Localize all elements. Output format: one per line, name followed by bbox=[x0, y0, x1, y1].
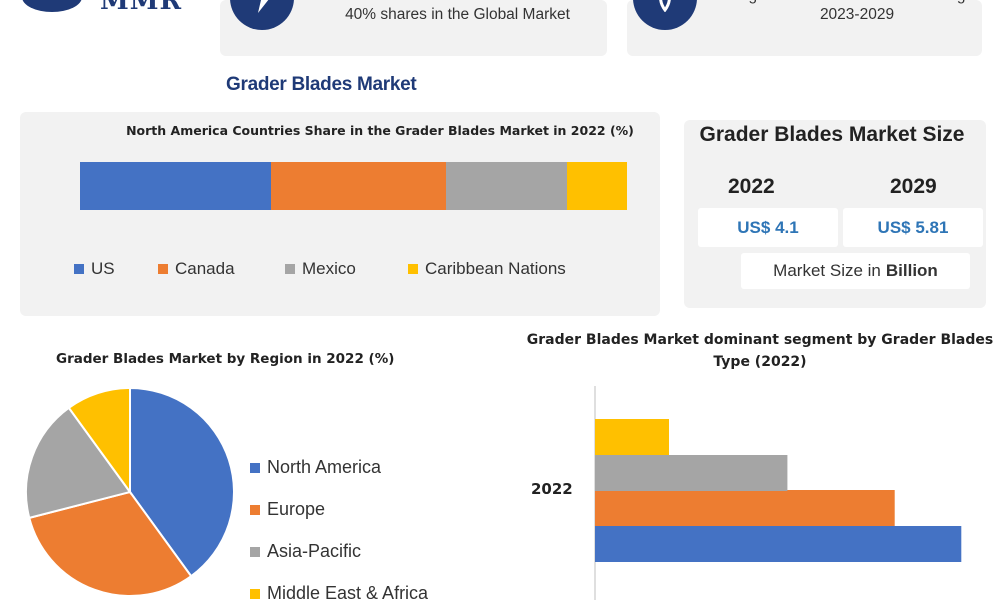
legend-item-middle-east-africa: Middle East & Africa bbox=[250, 583, 428, 600]
growth-icon bbox=[633, 0, 697, 30]
stack-segment-us bbox=[80, 162, 272, 210]
legend-item-caribbean-nations: Caribbean Nations bbox=[408, 259, 566, 279]
region-pie-chart bbox=[25, 386, 235, 597]
type-bar-1 bbox=[595, 526, 962, 562]
pie-slice-north-america bbox=[129, 386, 235, 578]
market-size-title: Grader Blades Market Size bbox=[699, 123, 965, 146]
legend-swatch bbox=[158, 264, 168, 274]
na-share-chart: North America Countries Share in the Gra… bbox=[20, 112, 660, 316]
legend-item-canada: Canada bbox=[158, 259, 235, 279]
legend-item-north-america: North America bbox=[250, 457, 381, 478]
na-chart-title: North America Countries Share in the Gra… bbox=[126, 123, 634, 138]
legend-swatch bbox=[250, 504, 260, 515]
page-title: Grader Blades Market bbox=[226, 74, 417, 95]
legend-swatch bbox=[74, 264, 84, 274]
type-bar-4 bbox=[595, 419, 669, 455]
legend-item-mexico: Mexico bbox=[285, 259, 356, 279]
unit-prefix: Market Size in bbox=[773, 261, 881, 280]
market-size-card: Grader Blades Market Size 2022 2029 US$ … bbox=[684, 120, 986, 308]
type-chart-category-label: 2022 bbox=[531, 480, 573, 498]
legend-item-europe: Europe bbox=[250, 499, 325, 520]
market-size-unit: Market Size in Billion bbox=[741, 253, 970, 289]
legend-label: Middle East & Africa bbox=[267, 583, 429, 600]
stack-segment-caribbean-nations bbox=[566, 162, 627, 210]
lightning-icon bbox=[230, 0, 294, 30]
pie-slice-middle-east-africa bbox=[67, 386, 131, 496]
type-bar-2 bbox=[595, 490, 895, 526]
market-value-2029: US$ 5.81 bbox=[843, 208, 983, 247]
unit-bold: Billion bbox=[885, 261, 938, 280]
legend-swatch bbox=[408, 264, 418, 274]
na-stacked-bar bbox=[80, 162, 627, 210]
legend-label: North America bbox=[267, 457, 382, 477]
legend-item-us: US bbox=[74, 259, 115, 279]
type-bar-3 bbox=[595, 455, 788, 491]
year-2022-label: 2022 bbox=[728, 175, 775, 198]
global-share-card: 40% shares in the Global Market bbox=[220, 0, 607, 56]
legend-swatch bbox=[285, 264, 295, 274]
legend-swatch bbox=[250, 588, 260, 599]
mmr-logo: MMR bbox=[0, 0, 210, 14]
pie-slice-europe bbox=[28, 490, 193, 597]
na-chart-legend: US Canada Mexico Caribbean Nations bbox=[74, 259, 634, 281]
region-chart-title: Grader Blades Market by Region in 2022 (… bbox=[56, 351, 395, 367]
type-bar-chart bbox=[594, 386, 962, 600]
pie-slice-asia-pacific bbox=[25, 406, 132, 520]
stack-segment-canada bbox=[271, 162, 447, 210]
legend-label: Asia-Pacific bbox=[267, 541, 362, 561]
legend-swatch bbox=[250, 462, 260, 473]
legend-label: Caribbean Nations bbox=[425, 259, 566, 278]
legend-item-asia-pacific: Asia-Pacific bbox=[250, 541, 361, 562]
stack-segment-mexico bbox=[446, 162, 567, 210]
legend-label: US bbox=[91, 259, 115, 278]
region-chart-legend: North America Europe Asia-Pacific Middle Ea… bbox=[250, 457, 490, 600]
market-value-2022: US$ 4.1 bbox=[698, 208, 838, 247]
legend-label: Europe bbox=[267, 499, 326, 519]
logo-text: MMR bbox=[100, 0, 182, 14]
type-chart-title: Grader Blades Market dominant segment by… bbox=[526, 332, 994, 370]
cagr-card: grow at a CAGR of 5.1% during 2023-2029 bbox=[627, 0, 982, 56]
global-share-text: 40% shares in the Global Market bbox=[345, 6, 570, 23]
legend-label: Mexico bbox=[302, 259, 356, 278]
logo-swoosh-icon bbox=[22, 0, 82, 12]
legend-label: Canada bbox=[175, 259, 235, 278]
cagr-text: grow at a CAGR of 5.1% during 2023-2029 bbox=[748, 0, 965, 23]
legend-swatch bbox=[250, 546, 260, 557]
year-2029-label: 2029 bbox=[890, 175, 937, 198]
